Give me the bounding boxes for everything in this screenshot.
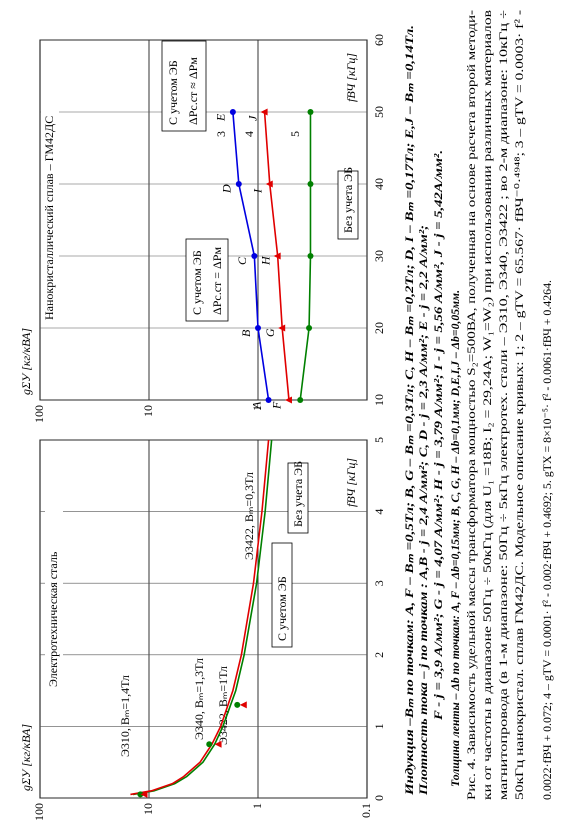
data-point — [306, 325, 313, 331]
data-point — [140, 790, 148, 798]
data-point — [229, 109, 236, 115]
x-tick-label: 50 — [372, 106, 386, 118]
annotation-box — [185, 238, 229, 322]
data-point — [307, 253, 314, 259]
point-label: I — [251, 188, 265, 194]
annotation-box — [287, 462, 309, 534]
point-label: J — [245, 115, 259, 121]
point-label: C — [235, 256, 249, 265]
data-point — [234, 701, 241, 708]
data-point — [255, 325, 261, 331]
data-point — [265, 180, 273, 188]
y-axis-label: gΣУ [кг/кВА] — [19, 724, 33, 791]
caption-line: Индукция –Bₘ по точкам: A, F – Bₘ =0,5Тл… — [402, 25, 416, 796]
annotation: 3 — [214, 131, 228, 137]
annotation: 5 — [288, 131, 302, 137]
x-tick-label: 60 — [372, 34, 386, 46]
point-label: G — [263, 328, 277, 337]
data-point — [284, 396, 292, 404]
annotation: ΔPс.ст ≈ ΔPм — [186, 57, 200, 125]
data-point — [214, 740, 222, 748]
x-tick-label: 5 — [372, 437, 386, 443]
annotation-box — [337, 170, 359, 240]
chart-title: Нанокристаллический сплав – ГМ42ДС — [42, 116, 56, 320]
y-tick-label: 0.1 — [359, 803, 373, 818]
caption-line: Плотность тока – j по точкам : A,B - j =… — [416, 225, 430, 796]
data-point — [307, 109, 314, 115]
annotation: Э310, Bₘ=1,4Тл — [118, 675, 132, 757]
y-tick-label: 10 — [141, 803, 155, 815]
annotation-box — [271, 542, 293, 648]
x-tick-label: 30 — [372, 250, 386, 262]
caption-line: 0.0022·fВЧ + 0.072; 4 – gTV = 0.0001· f²… — [540, 280, 554, 800]
x-tick-label: 4 — [372, 509, 386, 515]
data-point — [307, 181, 314, 187]
y-axis-label: gΣУ [кг/кВА] — [19, 328, 33, 395]
annotation: С учетом ЭБ — [166, 60, 180, 125]
data-point — [206, 741, 213, 748]
annotation: Э340, Bₘ=1,3Тл — [192, 658, 206, 740]
y-tick-label: 1 — [250, 405, 264, 411]
x-tick-label: 0 — [372, 795, 386, 801]
x-tick-label: 40 — [372, 178, 386, 190]
point-label: H — [258, 255, 272, 266]
annotation: 4 — [242, 131, 256, 137]
annotation: Э3422, Bₘ=1Тл — [216, 666, 230, 745]
data-point — [239, 701, 247, 709]
point-label: E — [214, 113, 228, 122]
title-background — [41, 87, 59, 323]
caption-line: ки от частоты в диапазоне 50Гц ÷ 50кГц (… — [480, 10, 494, 800]
series-line — [130, 439, 270, 796]
caption-line: Толщина ленты – Δb по точкам: A, F – Δb=… — [448, 290, 462, 787]
x-tick-label: 10 — [372, 394, 386, 406]
x-tick-label: 2 — [372, 652, 386, 658]
data-point — [235, 181, 242, 187]
data-point — [297, 397, 304, 403]
data-point — [137, 791, 144, 798]
y-tick-label: 100 — [32, 803, 46, 821]
x-axis-label: fВЧ [кГц] — [344, 458, 358, 507]
y-tick-label: 1 — [250, 803, 264, 809]
caption-line: F - j = 3,9 А/мм²; G - j = 4,07 А/мм²; H… — [431, 150, 445, 721]
data-point — [273, 252, 281, 260]
annotation-box — [161, 40, 207, 132]
annotation: С учетом ЭБ — [190, 250, 204, 315]
annotation: ΔPс.ст = ΔPм — [210, 247, 224, 315]
annotation: Э3422, Bₘ=0,3Тл — [242, 472, 256, 560]
x-axis-label: fВЧ [кГц] — [344, 53, 358, 102]
x-tick-label: 20 — [372, 322, 386, 334]
annotation: С учетом ЭБ — [275, 576, 289, 641]
y-tick-label: 10 — [141, 405, 155, 417]
data-point — [260, 108, 268, 116]
x-tick-label: 3 — [372, 580, 386, 586]
title-background — [45, 454, 63, 690]
caption-line: 50кГц нанокристал. сплав ГМ42ДС. Модельн… — [512, 10, 526, 800]
data-point — [265, 397, 272, 403]
point-label: A — [249, 401, 263, 410]
caption-line: Рис. 4. Зависимость удельной массы транс… — [464, 10, 478, 800]
annotation: Без учета ЭБ — [291, 461, 305, 527]
chart-title: Электротехническая сталь — [46, 551, 60, 687]
caption-line: магнитопровода (в 1-м диапазоне: 50Гц ÷ … — [496, 9, 510, 800]
landscape-content: 0.1 1 10 100 0 1 2 3 4 5 Электротехническая сталь g… — [19, 9, 554, 821]
data-point — [251, 253, 258, 259]
point-label: D — [220, 184, 234, 194]
point-label: F — [270, 401, 284, 410]
data-point — [278, 324, 286, 332]
annotation: Без учета ЭБ — [341, 167, 355, 233]
point-label: B — [239, 329, 253, 337]
y-tick-label: 100 — [32, 405, 46, 423]
x-tick-label: 1 — [372, 723, 386, 729]
